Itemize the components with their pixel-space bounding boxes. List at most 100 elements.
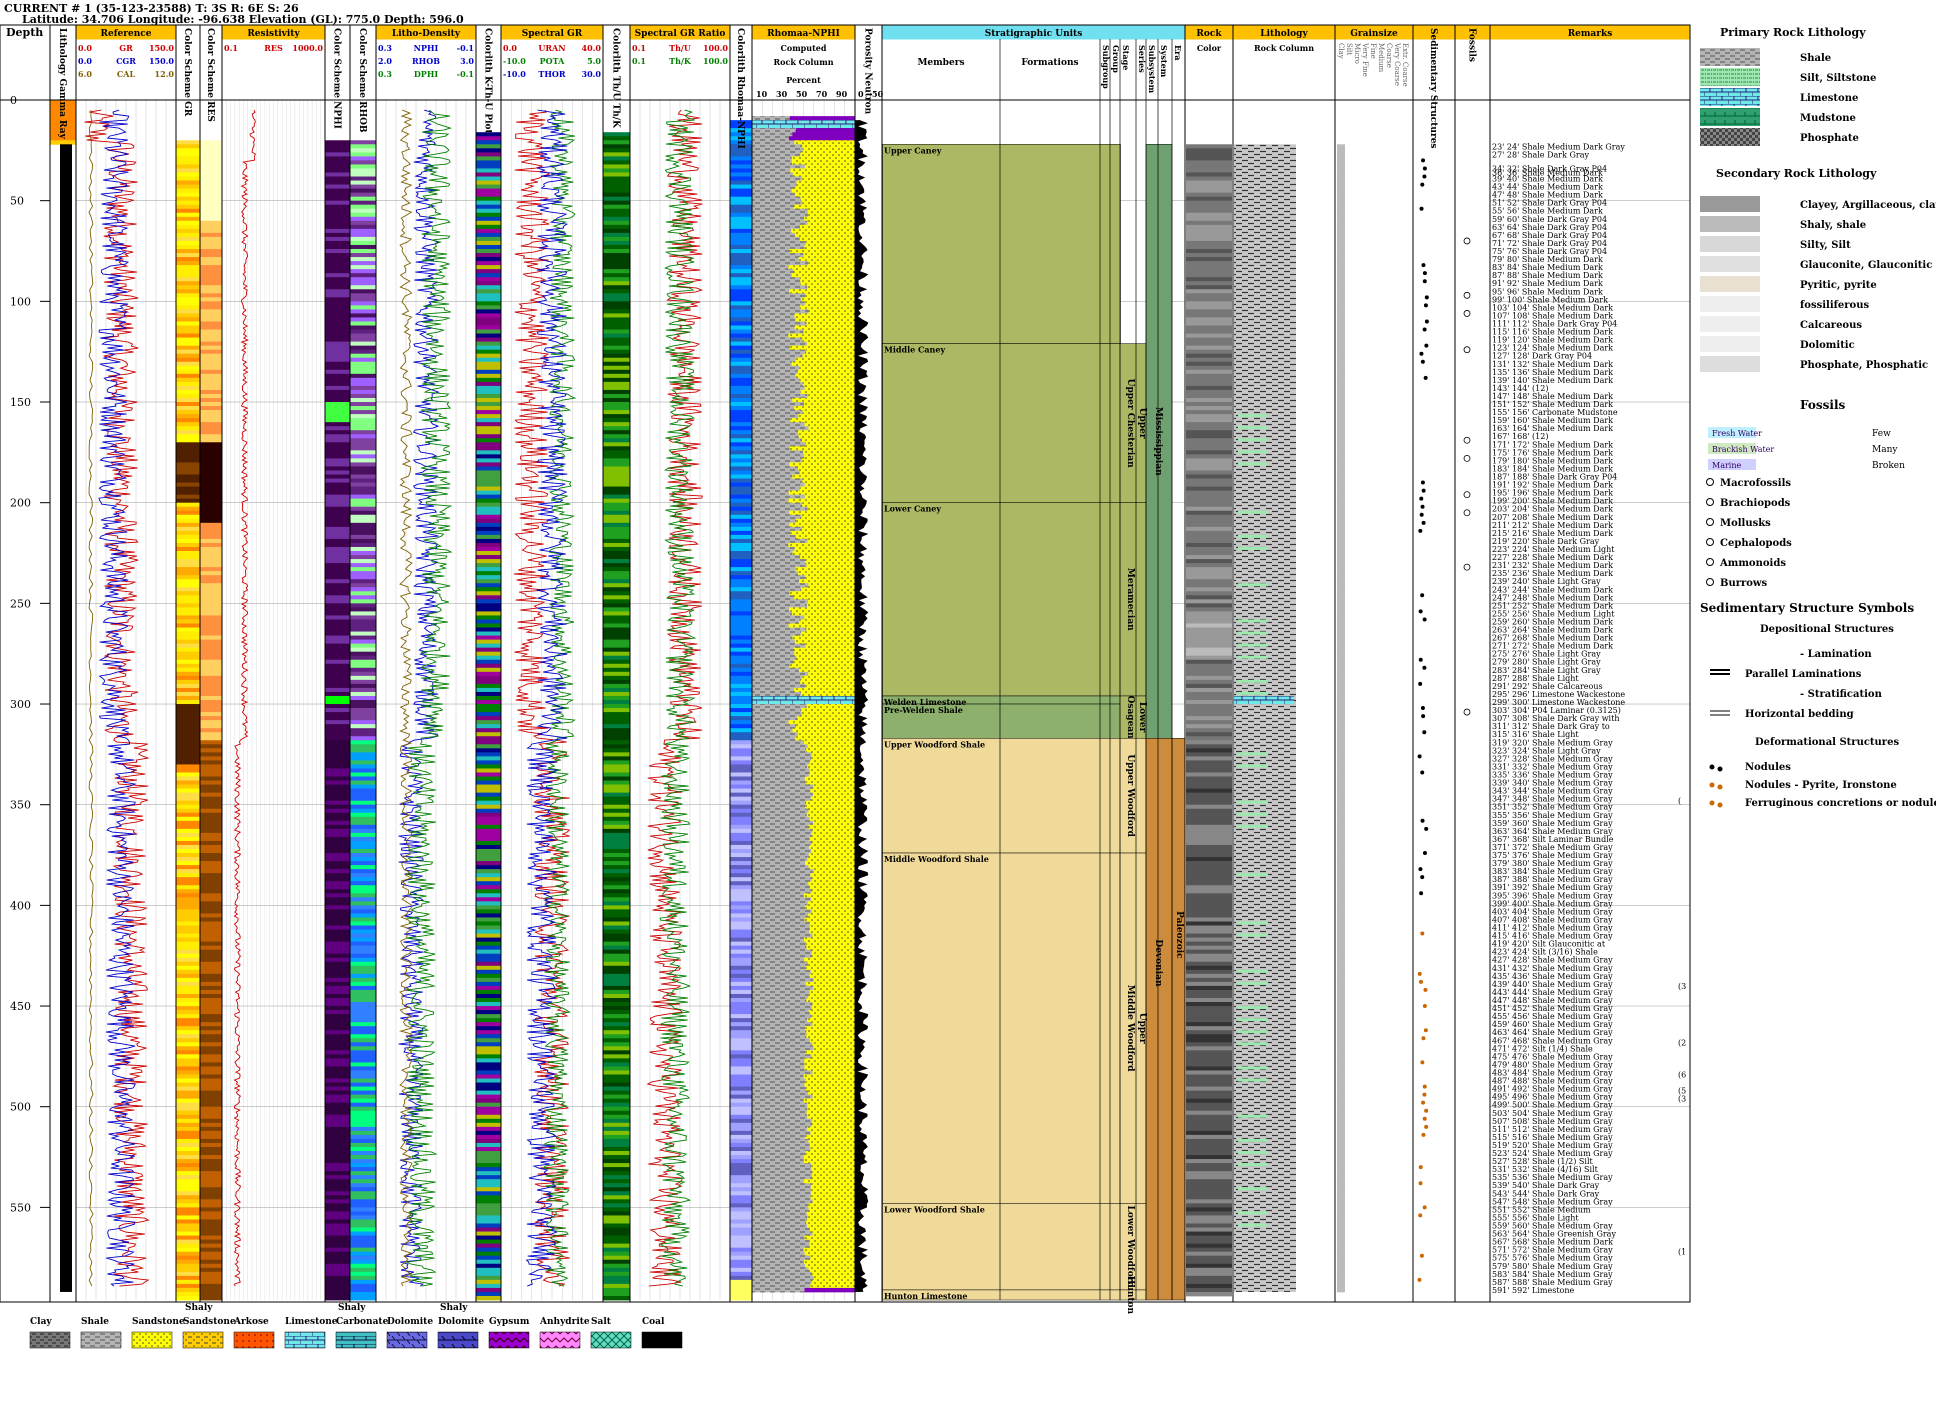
strat-member-box bbox=[882, 1203, 1121, 1291]
colorlith3-band bbox=[730, 1006, 752, 1011]
colorlith3-band bbox=[730, 345, 752, 351]
colorlith2-band bbox=[603, 909, 630, 914]
rhomaa-shale bbox=[752, 1118, 813, 1124]
grainsize-bar bbox=[1337, 655, 1345, 661]
grainsize-bar bbox=[1337, 575, 1345, 580]
nodule-symbol bbox=[1418, 1181, 1423, 1186]
grainsize-bar bbox=[1337, 1279, 1345, 1285]
rhob-color-band bbox=[350, 1215, 376, 1220]
rhomaa-shale bbox=[752, 997, 807, 1003]
nphi-color-band bbox=[325, 349, 350, 355]
grainsize-bar bbox=[1337, 824, 1345, 830]
res-color-band bbox=[200, 261, 222, 266]
rhomaa-shale bbox=[752, 321, 807, 326]
rhob-color-band bbox=[350, 1002, 376, 1007]
strat-col-header: Series bbox=[1137, 45, 1147, 73]
colorlith3-band bbox=[730, 1070, 752, 1075]
rhob-color-band bbox=[350, 538, 376, 544]
gr-color-band bbox=[176, 981, 200, 987]
remark-line: 243' 244' Shale Medium Dark bbox=[1492, 585, 1613, 594]
gr-color-band bbox=[176, 732, 200, 737]
remark-line: 499' 500' Shale Medium Gray bbox=[1492, 1101, 1613, 1110]
grainsize-bar bbox=[1337, 184, 1345, 189]
nphi-color-band bbox=[325, 796, 350, 802]
rhomaa-shale bbox=[752, 663, 791, 669]
lithology-silt-lamina bbox=[1238, 1138, 1268, 1142]
rhob-color-band bbox=[350, 470, 376, 475]
strat-col-header: Members bbox=[917, 58, 964, 68]
rhomaa-sand bbox=[802, 148, 855, 153]
res-color-band bbox=[200, 188, 222, 194]
colorlith1-band bbox=[476, 1203, 501, 1208]
res-color-band bbox=[200, 567, 222, 572]
nodule-symbol bbox=[1419, 1253, 1424, 1258]
rhomaa-shale bbox=[752, 683, 806, 689]
rock-color-band bbox=[1186, 563, 1232, 568]
rock-color-band bbox=[1186, 1207, 1232, 1212]
colorlith1-band bbox=[476, 780, 501, 785]
gr-color-band bbox=[176, 1295, 200, 1301]
res-color-band bbox=[200, 1030, 222, 1035]
rhomaa-shale bbox=[752, 418, 791, 423]
nphi-color-band bbox=[325, 929, 350, 934]
nphi-color-band bbox=[325, 780, 350, 785]
colorlith2-band bbox=[603, 466, 630, 471]
res-color-band bbox=[200, 240, 222, 246]
rhob-color-band bbox=[350, 1211, 376, 1216]
gr-color-band bbox=[176, 1183, 200, 1188]
res-color-band bbox=[200, 1090, 222, 1096]
res-color-band bbox=[200, 1054, 222, 1059]
rhob-color-band bbox=[350, 607, 376, 612]
gr-color-band bbox=[176, 301, 200, 306]
rhomaa-shale bbox=[752, 168, 791, 173]
colorlith1-band bbox=[476, 402, 501, 407]
colorlith1-band bbox=[476, 1155, 501, 1160]
grainsize-bar bbox=[1337, 941, 1345, 947]
rhomaa-shale bbox=[752, 369, 799, 375]
colorlith3-band bbox=[730, 1102, 752, 1108]
rhomaa-shale bbox=[752, 865, 810, 870]
res-color-band bbox=[200, 957, 222, 963]
rhob-color-band bbox=[350, 265, 376, 270]
rhomaa-shale bbox=[752, 180, 798, 185]
rhomaa-sand bbox=[798, 619, 855, 624]
colorlith2-band bbox=[603, 1058, 630, 1063]
rhomaa-shale bbox=[752, 885, 811, 890]
colorlith3-band bbox=[730, 1259, 752, 1265]
rhomaa-shale bbox=[752, 989, 811, 995]
colorlith1-band bbox=[476, 418, 501, 423]
rhomaa-sand bbox=[806, 349, 855, 355]
gr-color-band bbox=[176, 768, 200, 773]
colorlith3-band bbox=[730, 716, 752, 721]
gr-color-band bbox=[176, 1026, 200, 1031]
colorlith1-band bbox=[476, 373, 501, 379]
curve-max-label: 100.0 bbox=[703, 43, 728, 53]
rhob-color-band bbox=[350, 973, 376, 979]
rhob-color-band bbox=[350, 1235, 376, 1240]
rhomaa-shale bbox=[752, 1167, 812, 1172]
nphi-color-band bbox=[325, 397, 350, 403]
rhomaa-sand bbox=[799, 377, 855, 383]
rhomaa-shale bbox=[752, 232, 796, 238]
rhomaa-sand bbox=[790, 530, 855, 536]
grainsize-bar bbox=[1337, 760, 1345, 765]
rhob-color-band bbox=[350, 1138, 376, 1144]
colorlith1-band bbox=[476, 317, 501, 322]
rock-color-band bbox=[1186, 1098, 1232, 1104]
rhomaa-sand bbox=[812, 1042, 855, 1047]
legend-fossil-icon bbox=[1706, 558, 1714, 566]
colorlith1-band bbox=[476, 1179, 501, 1184]
gr-color-band bbox=[176, 700, 200, 705]
rhomaa-shale bbox=[752, 506, 809, 512]
nphi-color-band bbox=[325, 132, 350, 137]
lithology-silt-lamina bbox=[1238, 546, 1268, 550]
colorlith2-band bbox=[603, 200, 630, 206]
curve-min-label: 2.0 bbox=[378, 56, 392, 66]
track-title-bar bbox=[1413, 25, 1455, 40]
colorlith2-band bbox=[603, 430, 630, 435]
rhomaa-shale bbox=[752, 981, 806, 987]
rhomaa-shale bbox=[752, 458, 803, 463]
colorlith2-band bbox=[603, 1022, 630, 1027]
rhomaa-shale bbox=[752, 1010, 810, 1015]
strat-col-header: Group bbox=[1111, 45, 1121, 73]
